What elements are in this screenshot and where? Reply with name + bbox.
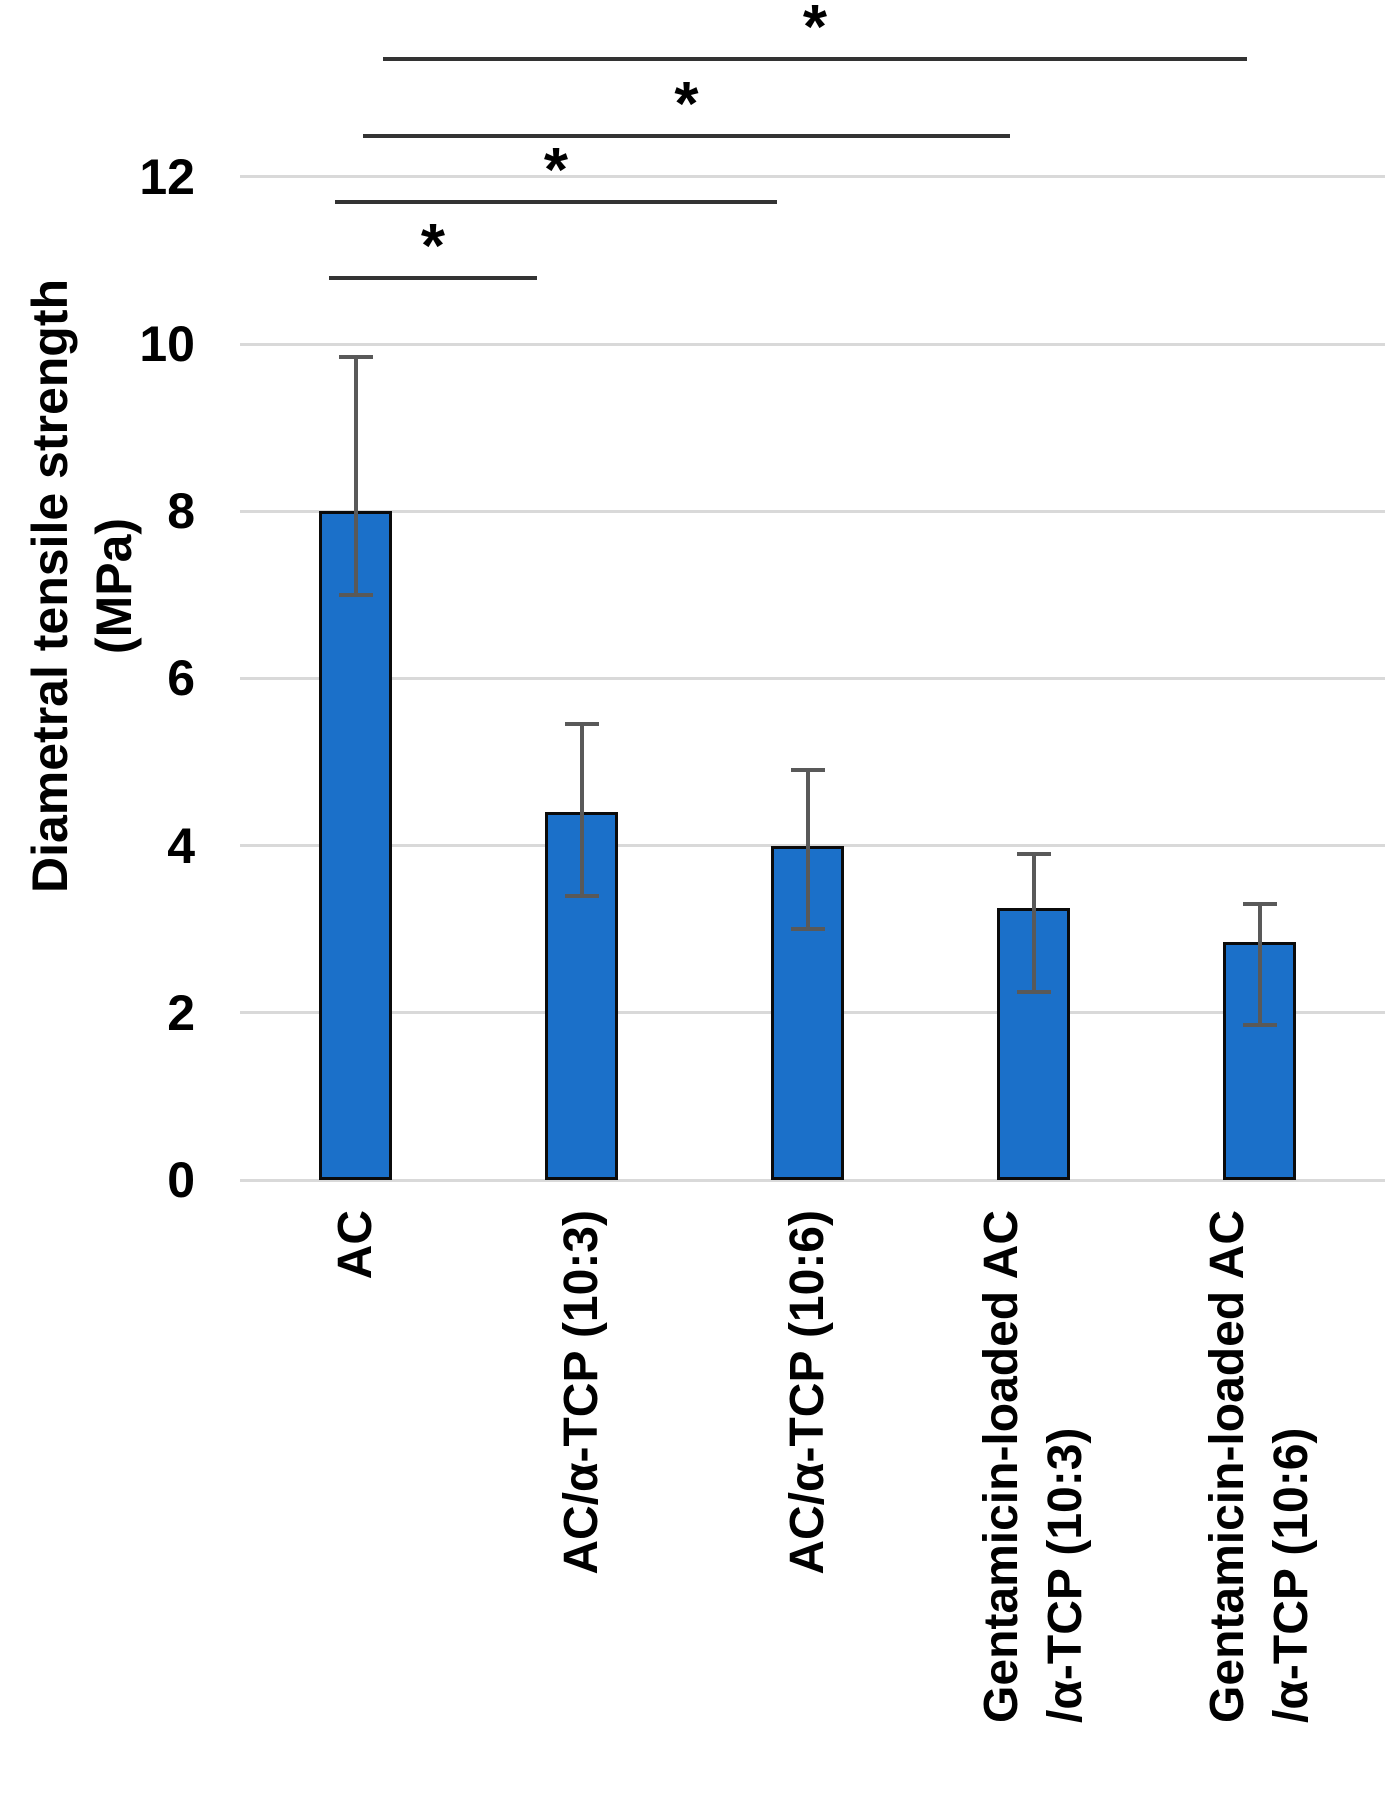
x-axis-label-text: AC — [328, 1210, 382, 1280]
x-axis-label-text: AC/α-TCP (10:6) — [780, 1210, 834, 1575]
gridline-12 — [240, 175, 1385, 179]
error-bar-top-cap-ac-tcp-10-6 — [790, 768, 825, 773]
significance-line-4 — [329, 276, 537, 280]
bar-ac — [319, 511, 392, 1180]
error-bar-top-cap-gentamicin-loaded-ac-tcp-10-6 — [1242, 902, 1277, 907]
error-bar-top-cap-ac — [338, 354, 373, 359]
significance-line-2 — [363, 134, 1010, 138]
error-bar-stem-gentamicin-loaded-ac-tcp-10-6 — [1257, 904, 1262, 1026]
error-bar-stem-ac-tcp-10-3 — [579, 724, 584, 896]
significance-line-3 — [335, 200, 777, 204]
error-bar-bottom-cap-ac-tcp-10-6 — [790, 927, 825, 932]
x-axis-label-ac-tcp-10-6: AC/α-TCP (10:6) — [776, 1210, 840, 1790]
error-bar-bottom-cap-ac — [338, 592, 373, 597]
y-tick-label-6: 6 — [167, 650, 195, 707]
significance-asterisk-3: * — [543, 136, 569, 205]
x-axis-label-gentamicin-loaded-ac-tcp-10-6: Gentamicin-loaded AC /α-TCP (10:6) — [1196, 1210, 1324, 1790]
y-tick-label-4: 4 — [167, 817, 195, 874]
error-bar-stem-gentamicin-loaded-ac-tcp-10-3 — [1031, 853, 1036, 992]
x-axis-label-text: AC/α-TCP (10:3) — [554, 1210, 608, 1575]
gridline-6 — [240, 676, 1385, 680]
x-axis-label-gentamicin-loaded-ac-tcp-10-3: Gentamicin-loaded AC /α-TCP (10:3) — [970, 1210, 1098, 1790]
significance-asterisk-2: * — [674, 70, 699, 139]
error-bar-bottom-cap-gentamicin-loaded-ac-tcp-10-6 — [1242, 1023, 1277, 1028]
y-tick-label-10: 10 — [139, 316, 195, 372]
error-bar-bottom-cap-ac-tcp-10-3 — [564, 893, 599, 898]
x-axis-label-text: Gentamicin-loaded AC /α-TCP (10:6) — [1200, 1210, 1318, 1723]
error-bar-stem-ac-tcp-10-6 — [805, 770, 810, 930]
error-bar-top-cap-ac-tcp-10-3 — [564, 722, 599, 727]
x-axis-label-text: Gentamicin-loaded AC /α-TCP (10:3) — [974, 1210, 1092, 1723]
significance-line-1 — [383, 57, 1247, 61]
x-axis-label-ac-tcp-10-3: AC/α-TCP (10:3) — [550, 1210, 614, 1790]
x-axis-label-ac: AC — [324, 1210, 388, 1790]
y-tick-label-8: 8 — [167, 483, 195, 540]
significance-asterisk-1: * — [802, 0, 828, 62]
gridline-10 — [240, 342, 1385, 346]
gridline-0 — [240, 1178, 1385, 1182]
error-bar-top-cap-gentamicin-loaded-ac-tcp-10-3 — [1016, 851, 1051, 856]
gridline-8 — [240, 509, 1385, 513]
significance-asterisk-4: * — [420, 212, 446, 281]
error-bar-bottom-cap-gentamicin-loaded-ac-tcp-10-3 — [1016, 989, 1051, 994]
y-tick-label-2: 2 — [167, 984, 195, 1041]
y-tick-label-12: 12 — [139, 148, 195, 205]
error-bar-stem-ac — [353, 356, 358, 595]
y-tick-label-0: 0 — [167, 1152, 195, 1208]
